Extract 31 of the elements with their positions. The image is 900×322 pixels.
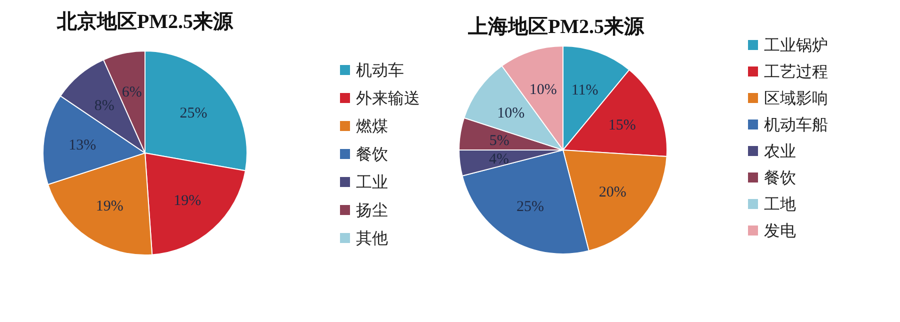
data-label: 20% (598, 184, 626, 200)
data-label: 13% (68, 137, 96, 154)
data-label: 19% (174, 193, 202, 210)
legend-label: 外来输送 (356, 90, 420, 108)
data-label: 19% (96, 198, 124, 215)
data-label: 25% (516, 198, 544, 215)
data-label: 5% (489, 133, 510, 150)
legend-label: 工业锅炉 (764, 36, 828, 55)
legend-label: 区域影响 (764, 90, 828, 108)
legend-label: 工地 (764, 196, 796, 214)
legend-label: 扬尘 (356, 202, 388, 220)
legend-label: 工艺过程 (764, 63, 828, 82)
legend-label: 餐饮 (764, 169, 796, 188)
data-label: 25% (180, 106, 208, 122)
data-label: 4% (489, 151, 510, 168)
data-label: 8% (94, 98, 114, 114)
legend-label: 燃煤 (356, 118, 388, 136)
data-label: 11% (571, 82, 598, 99)
legend-label: 机动车船 (764, 116, 828, 134)
legend-label: 餐饮 (356, 146, 388, 164)
legend-label: 工业 (356, 174, 388, 192)
legend-label: 发电 (764, 222, 796, 240)
chart-title: 北京地区PM2.5来源 (56, 10, 234, 33)
legend-label: 机动车 (356, 62, 404, 80)
data-label: 6% (122, 84, 142, 100)
data-label: 10% (529, 82, 557, 98)
legend-label: 农业 (764, 142, 796, 161)
chart-title: 上海地区PM2.5来源 (466, 16, 646, 38)
legend-label: 其他 (356, 230, 388, 248)
data-label: 15% (608, 118, 636, 134)
data-label: 10% (497, 105, 525, 122)
